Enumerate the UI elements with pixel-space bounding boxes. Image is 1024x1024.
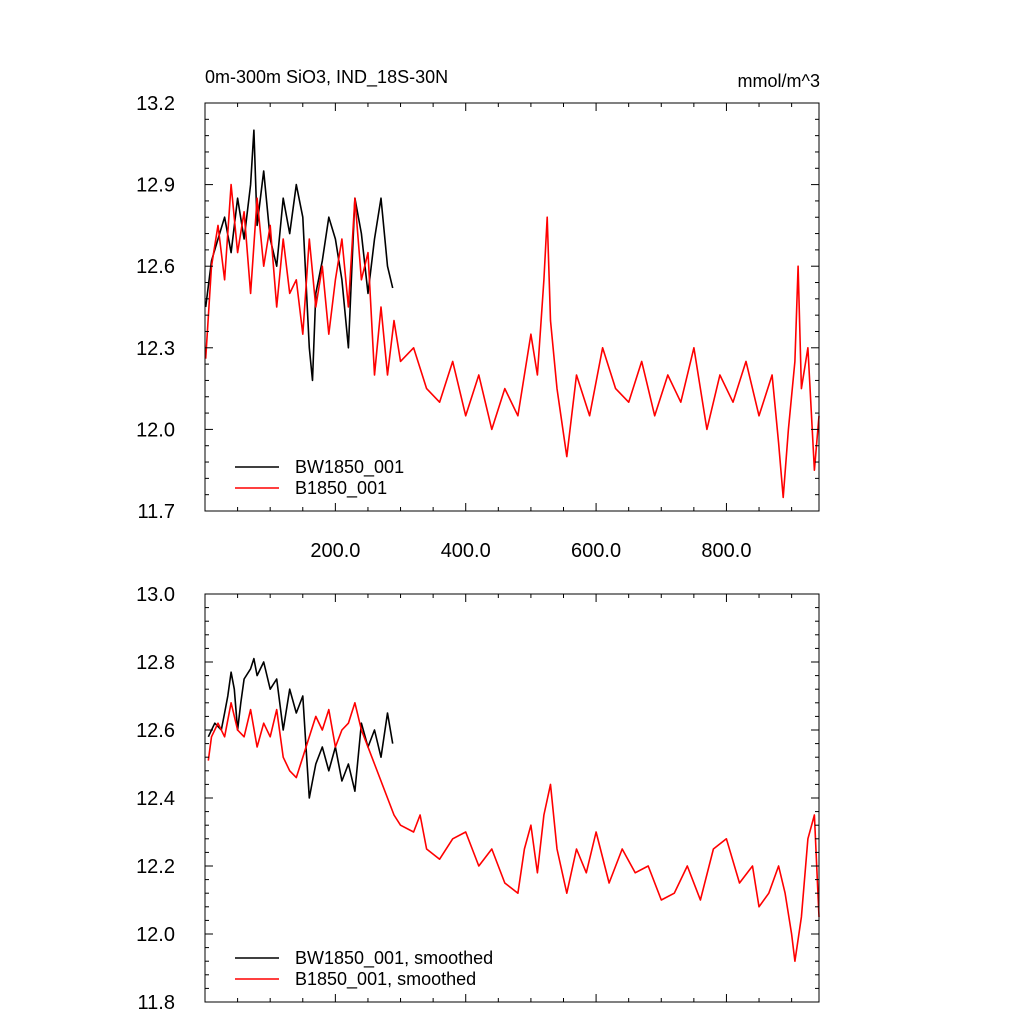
y-tick-label: 12.2 <box>136 856 175 878</box>
top-plot-frame <box>204 102 820 512</box>
units-label: mmol/m^3 <box>738 71 820 91</box>
y-tick-label: 12.9 <box>136 175 175 197</box>
x-tick-label: 600.0 <box>571 540 621 562</box>
legend-label: BW1850_001 <box>295 457 404 478</box>
series-line-bw1850 <box>207 657 394 799</box>
legend-label: BW1850_001, smoothed <box>295 948 493 969</box>
series-line-bw1850 <box>204 129 394 382</box>
y-tick-label: 13.0 <box>136 584 175 606</box>
x-tick-label: 400.0 <box>441 540 491 562</box>
bottom-axis-ticks <box>205 593 819 1003</box>
top-plot-lines <box>204 129 820 499</box>
y-tick-label: 12.0 <box>136 419 175 441</box>
y-tick-label: 12.3 <box>136 338 175 360</box>
bottom-panel: 11.8 12.0 12.2 12.4 12.6 12.8 13.0 BW1850_001,… <box>136 584 820 1014</box>
legend-label: B1850_001, smoothed <box>295 969 476 990</box>
y-tick-label: 11.7 <box>138 501 175 523</box>
y-tick-label: 12.6 <box>136 256 175 278</box>
bottom-plot-lines <box>207 657 820 962</box>
series-line-b1850 <box>204 183 820 499</box>
y-tick-label: 12.4 <box>136 788 175 810</box>
y-tick-label: 12.6 <box>136 720 175 742</box>
y-tick-label: 11.8 <box>138 992 175 1014</box>
bottom-y-tick-labels: 11.8 12.0 12.2 12.4 12.6 12.8 13.0 <box>136 584 175 1014</box>
y-tick-label: 12.0 <box>136 924 175 946</box>
bottom-plot-frame <box>204 593 820 1003</box>
top-axis-ticks <box>205 102 819 512</box>
top-x-tick-labels: 200.0 400.0 600.0 800.0 <box>310 540 751 562</box>
legend-label: B1850_001 <box>295 478 387 499</box>
top-y-tick-labels: 11.7 12.0 12.3 12.6 12.9 13.2 <box>136 93 175 523</box>
x-tick-label: 200.0 <box>310 540 360 562</box>
y-tick-label: 13.2 <box>136 93 175 115</box>
y-tick-label: 12.8 <box>136 652 175 674</box>
x-tick-label: 800.0 <box>701 540 751 562</box>
top-panel: 11.7 12.0 12.3 12.6 12.9 13.2 200.0 400.0 600.0… <box>136 67 820 562</box>
chart-title: 0m-300m SiO3, IND_18S-30N <box>205 67 448 88</box>
series-line-b1850 <box>207 702 820 962</box>
